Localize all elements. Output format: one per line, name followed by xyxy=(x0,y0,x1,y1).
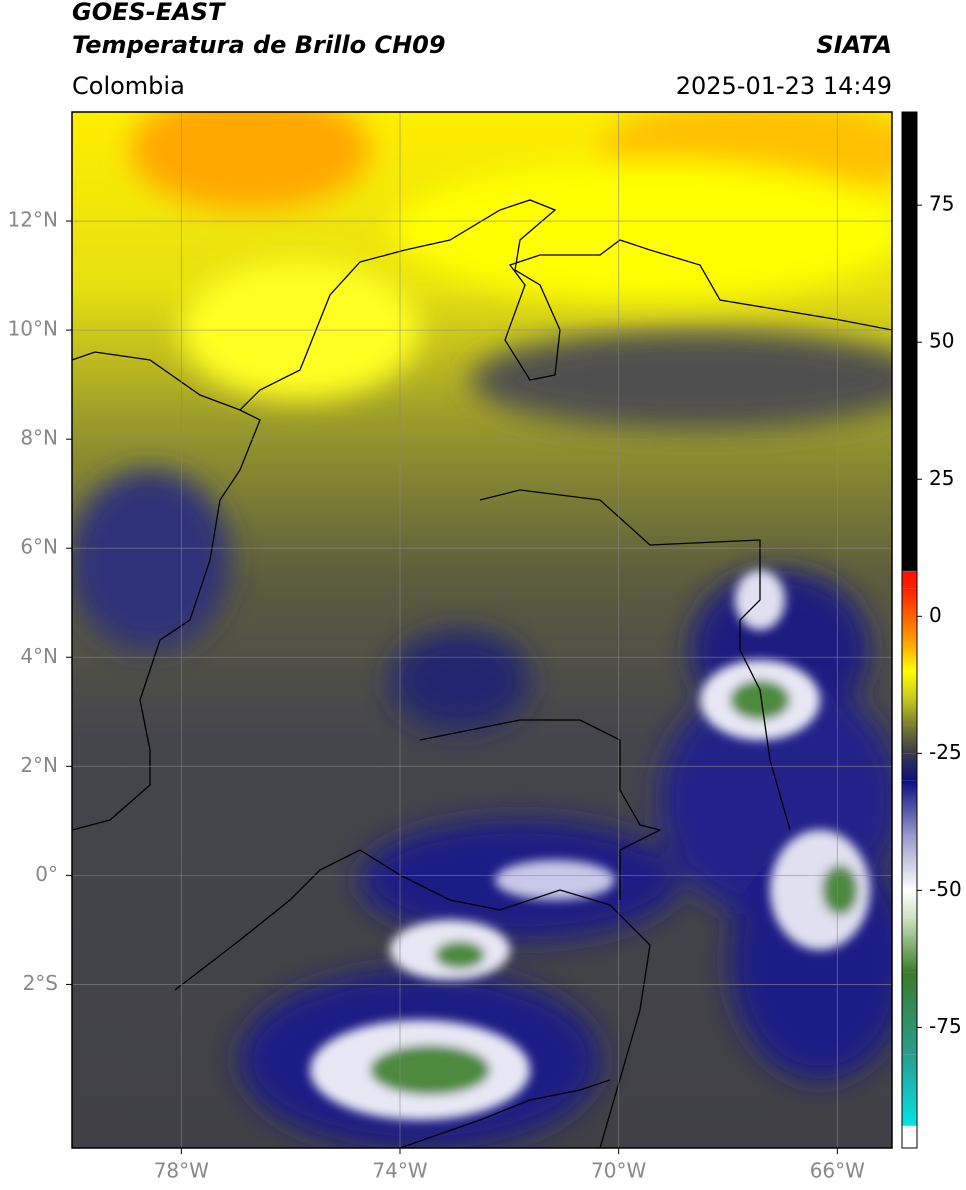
x-tick-label: 70°W xyxy=(591,1159,646,1183)
colorbar-segment xyxy=(902,753,917,781)
colorbar-tick-label: 50 xyxy=(929,329,954,353)
colorbar-segment xyxy=(902,571,917,589)
satellite-image xyxy=(72,112,892,1148)
x-tick-label: 66°W xyxy=(810,1159,865,1183)
colorbar xyxy=(902,112,917,1148)
timestamp: 2025-01-23 14:49 xyxy=(676,72,892,100)
title: GOES-EAST xyxy=(72,0,226,26)
colorbar-tick-label: -25 xyxy=(929,740,962,764)
colorbar-segment xyxy=(902,643,917,672)
y-tick-label: 10°N xyxy=(8,317,58,341)
map-frame xyxy=(71,111,893,1149)
colorbar-segment xyxy=(902,698,917,726)
colorbar-segment xyxy=(902,917,917,973)
colorbar-tick-label: -75 xyxy=(929,1014,962,1038)
colorbar-segment xyxy=(902,1125,917,1127)
colorbar-tick-label: -50 xyxy=(929,877,962,901)
colorbar-segment xyxy=(902,588,917,644)
colorbar-segment xyxy=(902,835,917,891)
region: Colombia xyxy=(72,72,185,100)
y-tick-label: 4°N xyxy=(20,644,58,668)
colorbar-tick-label: 0 xyxy=(929,603,942,627)
colorbar-segment xyxy=(902,780,917,836)
x-tick-label: 78°W xyxy=(154,1159,209,1183)
y-tick-label: 0° xyxy=(35,862,58,886)
colorbar-segment xyxy=(902,112,917,571)
y-tick-label: 12°N xyxy=(8,208,58,232)
grid xyxy=(72,112,892,1148)
colorbar-segment xyxy=(902,671,917,699)
colorbar-segment xyxy=(902,1126,917,1148)
colorbar-tick-label: 75 xyxy=(929,192,954,216)
x-tick-label: 74°W xyxy=(372,1159,427,1183)
subtitle: Temperatura de Brillo CH09 xyxy=(72,31,446,59)
colorbar-segment xyxy=(902,725,917,754)
y-tick-label: 2°S xyxy=(23,971,58,995)
colorbar-segment xyxy=(902,890,917,918)
source: SIATA xyxy=(816,31,892,59)
y-tick-label: 2°N xyxy=(20,753,58,777)
colorbar-tick-label: 25 xyxy=(929,466,954,490)
colorbar-segment xyxy=(902,570,917,572)
y-tick-label: 8°N xyxy=(20,426,58,450)
colorbar-frame xyxy=(901,111,918,1149)
y-tick-label: 6°N xyxy=(20,535,58,559)
colorbar-segment xyxy=(902,1054,917,1126)
colorbar-segment xyxy=(902,972,917,1055)
